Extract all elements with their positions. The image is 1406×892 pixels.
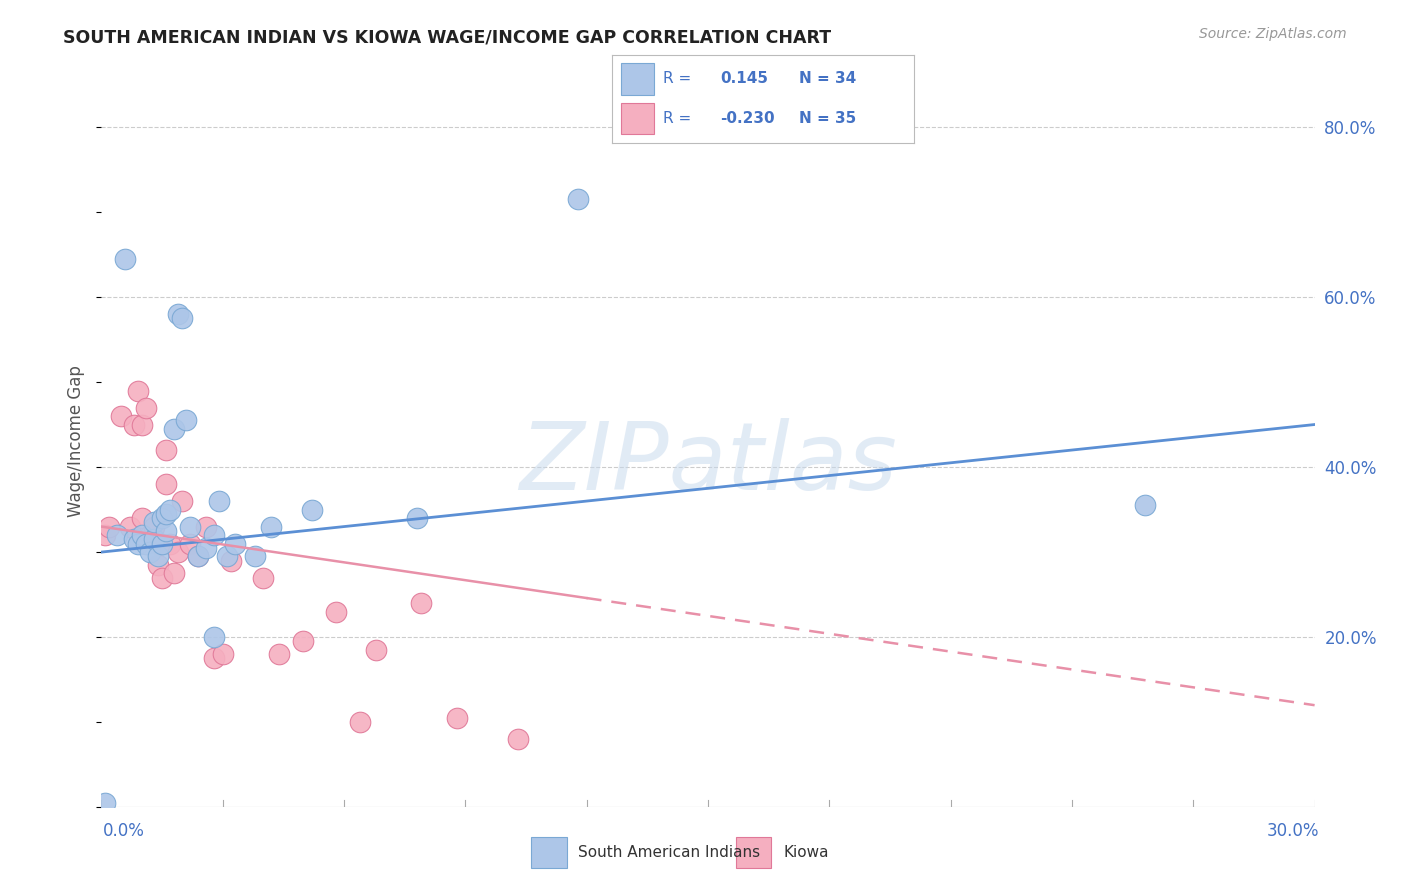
Point	[127, 536, 149, 550]
Point	[215, 549, 238, 564]
Point	[187, 549, 209, 564]
Point	[506, 732, 529, 747]
Text: R =: R =	[664, 71, 692, 87]
Point	[150, 536, 173, 550]
Point	[94, 528, 117, 542]
Point	[122, 417, 145, 432]
Point	[243, 549, 266, 564]
Point	[159, 536, 181, 550]
Text: R =: R =	[664, 111, 692, 126]
Text: Kiowa: Kiowa	[783, 845, 828, 860]
Point	[142, 533, 165, 547]
Point	[366, 643, 388, 657]
Point	[224, 536, 246, 550]
Point	[219, 553, 242, 567]
Point	[179, 536, 201, 550]
Point	[446, 711, 468, 725]
Text: 0.0%: 0.0%	[103, 822, 145, 840]
Point	[204, 528, 226, 542]
Point	[1133, 499, 1156, 513]
Point	[405, 511, 427, 525]
Point	[142, 516, 165, 530]
Point	[207, 494, 229, 508]
Point	[150, 511, 173, 525]
Y-axis label: Wage/Income Gap: Wage/Income Gap	[67, 366, 86, 517]
Point	[163, 566, 186, 581]
Point	[172, 311, 194, 326]
Point	[167, 307, 190, 321]
Point	[118, 519, 141, 533]
Point	[292, 634, 315, 648]
Point	[260, 519, 283, 533]
Point	[131, 528, 153, 542]
Point	[167, 545, 190, 559]
Point	[252, 571, 274, 585]
Point	[139, 545, 162, 559]
Point	[567, 192, 589, 206]
Point	[195, 541, 218, 555]
Point	[301, 502, 323, 516]
Point	[163, 422, 186, 436]
Text: N = 35: N = 35	[799, 111, 856, 126]
Point	[349, 715, 371, 730]
Point	[155, 477, 177, 491]
Point	[159, 502, 181, 516]
Point	[172, 494, 194, 508]
Point	[204, 651, 226, 665]
Point	[155, 507, 177, 521]
Point	[135, 536, 157, 550]
Point	[204, 630, 226, 644]
Text: ZIPatlas: ZIPatlas	[519, 418, 897, 509]
Point	[195, 519, 218, 533]
Point	[174, 413, 197, 427]
Point	[187, 549, 209, 564]
Point	[150, 571, 173, 585]
Point	[131, 511, 153, 525]
Text: -0.230: -0.230	[720, 111, 775, 126]
Point	[139, 528, 162, 542]
Text: 30.0%: 30.0%	[1267, 822, 1319, 840]
Point	[409, 596, 432, 610]
Text: Source: ZipAtlas.com: Source: ZipAtlas.com	[1199, 27, 1347, 41]
Text: 0.145: 0.145	[720, 71, 769, 87]
Point	[146, 549, 169, 564]
Point	[146, 558, 169, 572]
Point	[142, 519, 165, 533]
Bar	[735, 837, 772, 868]
Point	[110, 409, 132, 423]
Point	[127, 384, 149, 398]
Text: South American Indians: South American Indians	[578, 845, 761, 860]
Point	[107, 528, 129, 542]
Point	[94, 796, 117, 810]
Point	[131, 417, 153, 432]
Point	[122, 533, 145, 547]
Bar	[620, 103, 654, 134]
Bar	[620, 63, 654, 95]
Text: SOUTH AMERICAN INDIAN VS KIOWA WAGE/INCOME GAP CORRELATION CHART: SOUTH AMERICAN INDIAN VS KIOWA WAGE/INCO…	[63, 29, 831, 46]
Point	[211, 647, 233, 661]
Point	[146, 536, 169, 550]
Point	[155, 443, 177, 458]
Point	[155, 524, 177, 538]
Point	[98, 519, 121, 533]
Point	[325, 605, 347, 619]
Point	[135, 401, 157, 415]
Point	[179, 519, 201, 533]
Text: N = 34: N = 34	[799, 71, 856, 87]
Bar	[531, 837, 567, 868]
Point	[269, 647, 291, 661]
Point	[114, 252, 136, 266]
